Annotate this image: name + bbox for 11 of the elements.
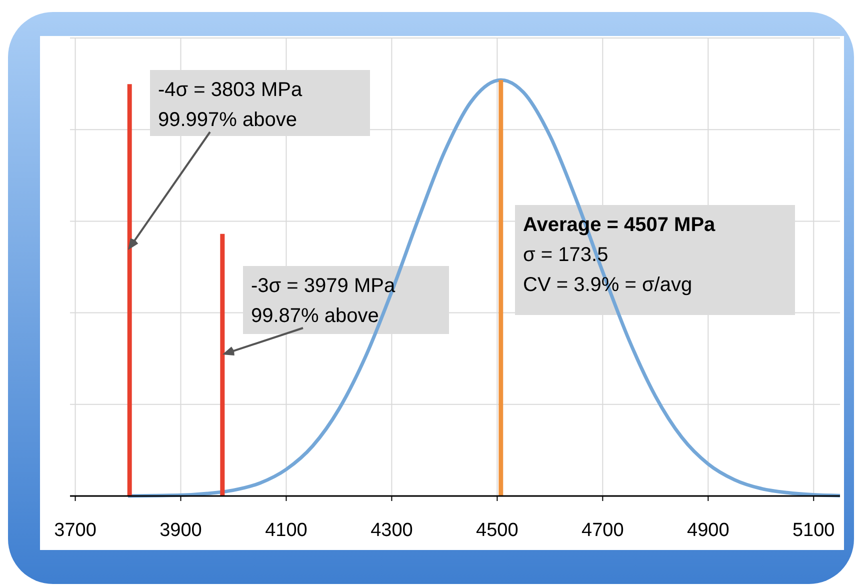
x-tick-label: 4700	[582, 520, 624, 541]
annotation: -4σ = 3803 MPa 99.997% above	[158, 79, 303, 131]
x-tick-label: 3900	[160, 520, 202, 541]
x-tick-label: 4300	[370, 520, 413, 541]
x-tick-label: 4100	[265, 520, 308, 541]
x-tick-label: 5100	[792, 520, 835, 541]
x-tick-label: 4500	[476, 520, 518, 541]
x-tick-label: 4900	[687, 520, 730, 541]
annotation: -3σ = 3979 MPa 99.87% above	[251, 275, 396, 327]
annotation: Average = 4507 MPa σ = 173.5 CV = 3.9% = σ/avg	[523, 214, 716, 296]
x-tick-label: 3700	[54, 520, 96, 541]
